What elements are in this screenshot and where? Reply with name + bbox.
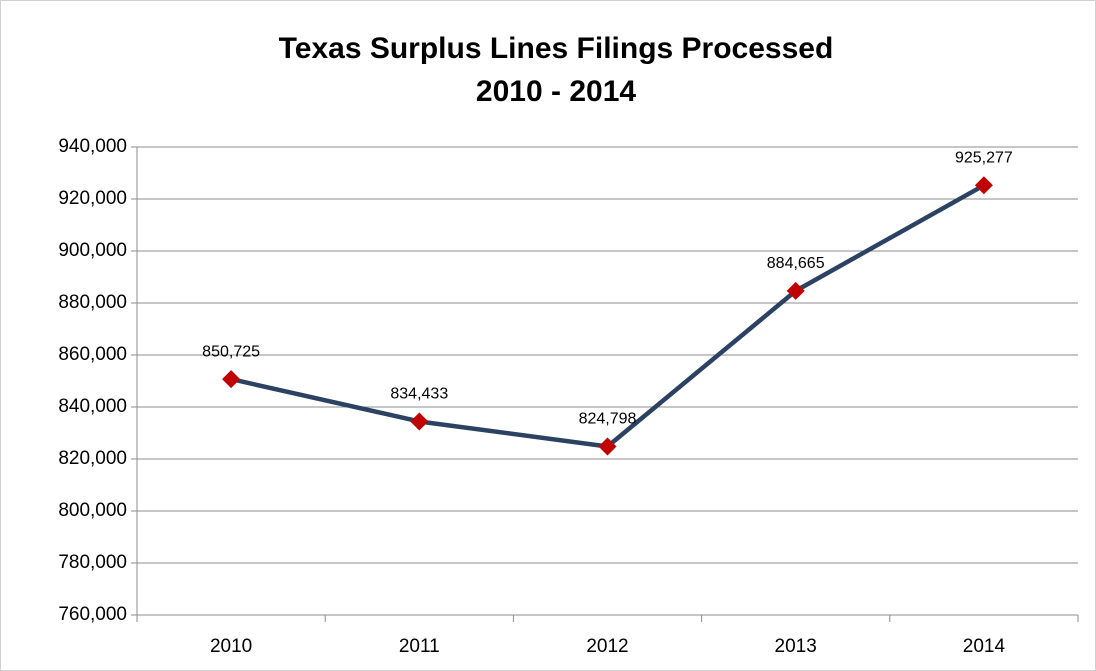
y-tick-label: 880,000 (58, 292, 127, 313)
marker (786, 281, 805, 300)
chart-title: 2010 - 2014 (476, 75, 636, 108)
marker (974, 176, 993, 195)
y-tick-label: 800,000 (58, 500, 127, 521)
x-tick-label: 2013 (775, 636, 817, 657)
y-tick-label: 780,000 (58, 552, 127, 573)
y-tick-label: 760,000 (58, 604, 127, 625)
data-label: 850,725 (202, 343, 260, 360)
marker (222, 370, 241, 389)
y-tick-label: 860,000 (58, 344, 127, 365)
y-tick-label: 820,000 (58, 448, 127, 469)
data-label: 834,433 (390, 386, 448, 403)
x-tick-label: 2010 (210, 636, 252, 657)
x-tick-label: 2012 (586, 636, 628, 657)
y-tick-label: 900,000 (58, 240, 127, 261)
marker (598, 437, 617, 456)
y-tick-label: 840,000 (58, 396, 127, 417)
data-label: 925,277 (955, 149, 1013, 166)
x-tick-label: 2011 (399, 636, 440, 657)
data-label: 884,665 (767, 255, 825, 272)
data-label: 824,798 (579, 411, 637, 428)
x-tick-label: 2014 (963, 636, 1006, 657)
y-tick-label: 920,000 (58, 188, 127, 209)
chart-title: Texas Surplus Lines Filings Processed (279, 32, 834, 65)
y-tick-label: 940,000 (58, 136, 127, 157)
marker (410, 412, 429, 431)
